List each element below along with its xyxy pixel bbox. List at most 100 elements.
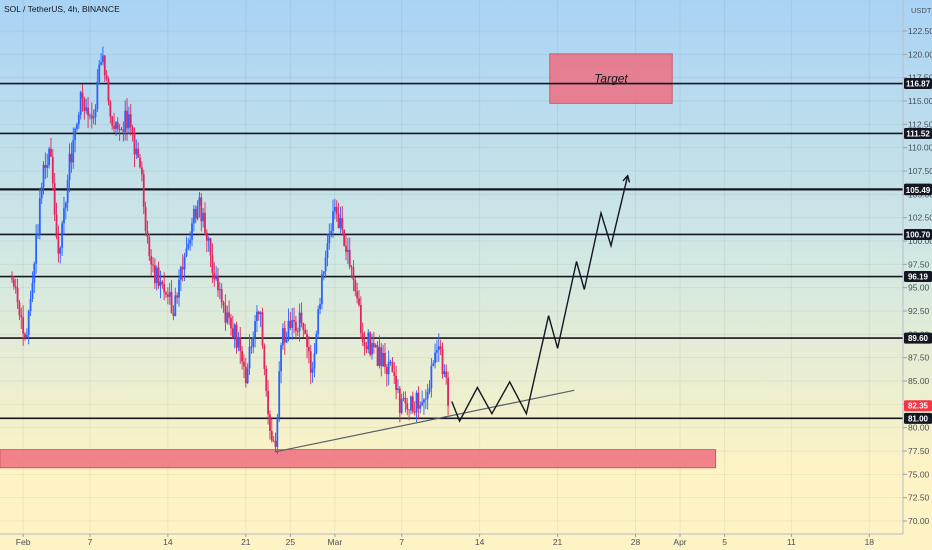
candle[interactable] <box>103 55 106 82</box>
candle[interactable] <box>248 334 251 376</box>
candle[interactable] <box>146 220 149 244</box>
candle[interactable] <box>365 342 368 354</box>
candle[interactable] <box>87 96 89 129</box>
candle[interactable] <box>315 330 318 355</box>
level-price-tag[interactable]: 116.87 <box>904 78 932 90</box>
level-price-tag[interactable]: 81.00 <box>904 412 932 424</box>
candle[interactable] <box>159 270 162 299</box>
candle[interactable] <box>397 379 399 394</box>
candle[interactable] <box>198 191 201 218</box>
candle[interactable] <box>250 338 253 354</box>
candle[interactable] <box>181 254 184 282</box>
candle[interactable] <box>343 229 346 247</box>
level-price-tag[interactable]: 96.19 <box>904 271 932 283</box>
candle[interactable] <box>40 182 43 205</box>
candle[interactable] <box>77 111 80 129</box>
candle[interactable] <box>178 269 180 307</box>
candle[interactable] <box>345 234 347 261</box>
candle[interactable] <box>172 305 175 321</box>
candle[interactable] <box>256 305 258 333</box>
candle[interactable] <box>246 363 249 385</box>
level-price-tag[interactable]: 105.49 <box>904 184 932 196</box>
candle[interactable] <box>222 300 225 313</box>
candle[interactable] <box>189 231 192 251</box>
candle[interactable] <box>400 393 403 415</box>
candle[interactable] <box>44 152 47 180</box>
candle[interactable] <box>183 252 186 282</box>
candle[interactable] <box>185 236 188 258</box>
candle[interactable] <box>445 364 448 385</box>
candle[interactable] <box>37 224 39 239</box>
candle[interactable] <box>298 303 301 342</box>
candle[interactable] <box>296 327 299 337</box>
candle[interactable] <box>378 335 381 369</box>
candle[interactable] <box>376 341 379 367</box>
candle[interactable] <box>72 127 75 169</box>
candle[interactable] <box>244 357 247 388</box>
candle[interactable] <box>126 98 128 141</box>
candle[interactable] <box>421 390 423 407</box>
candle[interactable] <box>16 278 19 309</box>
candle[interactable] <box>239 327 242 364</box>
candle[interactable] <box>363 331 366 356</box>
candle[interactable] <box>417 386 420 420</box>
candle[interactable] <box>109 99 112 124</box>
candle[interactable] <box>380 342 383 377</box>
candle[interactable] <box>107 76 110 106</box>
candle[interactable] <box>263 343 266 376</box>
candle[interactable] <box>241 345 243 370</box>
candle[interactable] <box>111 115 114 130</box>
level-price-tag[interactable]: 100.70 <box>904 228 932 240</box>
candle[interactable] <box>46 153 49 178</box>
candle[interactable] <box>437 333 440 363</box>
candle[interactable] <box>359 296 362 339</box>
candle[interactable] <box>358 290 360 307</box>
candle[interactable] <box>113 112 115 133</box>
candle[interactable] <box>163 272 166 301</box>
candle[interactable] <box>192 205 195 232</box>
candle[interactable] <box>200 192 203 232</box>
candle[interactable] <box>230 313 232 336</box>
candle[interactable] <box>385 364 388 387</box>
candle[interactable] <box>53 172 56 222</box>
candle[interactable] <box>57 225 60 263</box>
candle[interactable] <box>330 223 333 238</box>
candle[interactable] <box>66 174 69 212</box>
candle[interactable] <box>209 237 212 267</box>
candle[interactable] <box>391 357 394 373</box>
candle[interactable] <box>374 343 377 348</box>
trendline[interactable] <box>274 389 575 453</box>
candle[interactable] <box>98 59 101 85</box>
candle[interactable] <box>384 343 386 374</box>
candle[interactable] <box>165 290 167 299</box>
candle[interactable] <box>259 311 262 328</box>
candle[interactable] <box>317 305 320 339</box>
candle[interactable] <box>213 262 216 287</box>
candle[interactable] <box>415 390 418 423</box>
candle[interactable] <box>419 401 422 414</box>
level-price-tag[interactable]: 89.60 <box>904 332 932 344</box>
candle[interactable] <box>139 154 141 169</box>
candle[interactable] <box>447 371 449 416</box>
candle[interactable] <box>319 297 321 315</box>
candle[interactable] <box>311 361 314 383</box>
candle[interactable] <box>64 201 67 220</box>
candle[interactable] <box>63 196 65 235</box>
candle[interactable] <box>50 137 52 158</box>
candle[interactable] <box>153 258 156 289</box>
candle[interactable] <box>85 98 88 114</box>
candle[interactable] <box>22 305 25 346</box>
candle[interactable] <box>142 169 145 215</box>
candle[interactable] <box>38 188 41 240</box>
candle[interactable] <box>124 100 127 141</box>
candle[interactable] <box>369 331 372 357</box>
candle[interactable] <box>350 265 353 279</box>
candle[interactable] <box>434 343 436 369</box>
projection-path[interactable] <box>451 175 629 423</box>
candle[interactable] <box>137 142 140 159</box>
candle[interactable] <box>231 315 234 340</box>
candle[interactable] <box>155 265 158 291</box>
candle[interactable] <box>118 124 121 141</box>
candle[interactable] <box>389 359 392 366</box>
candle[interactable] <box>332 199 334 238</box>
